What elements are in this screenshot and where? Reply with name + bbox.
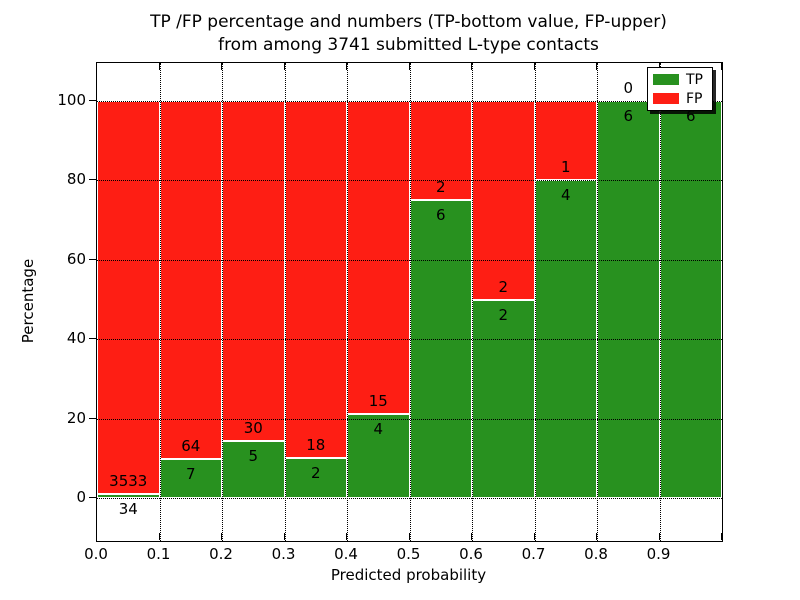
label-tp-count-7: 4 [560,186,571,205]
label-fp-count-1: 64 [181,436,201,455]
x-axis-label: Predicted probability [330,566,487,584]
x-tick-mark-top-3 [283,63,285,70]
x-tick-label-0.4: 0.4 [334,545,358,563]
bar-tp-4 [347,414,410,498]
label-tp-count-1: 7 [185,464,196,483]
v-gridline-0.4 [347,63,348,541]
y-tick-mark-100 [89,100,96,101]
x-tick-mark-top-4 [346,63,347,70]
label-fp-count-3: 18 [306,436,326,455]
bar-tp-9 [659,101,722,498]
x-tick-mark-bottom-1 [158,533,160,540]
x-tick-label-0.2: 0.2 [209,545,233,563]
y-tick-label-100: 100 [57,91,86,109]
x-tick-mark-bottom-6 [471,533,472,540]
bar-fp-1 [159,101,222,459]
y-tick-label-20: 20 [66,408,86,427]
legend-label-fp: FP [686,90,703,107]
x-tick-mark-top-2 [221,63,222,70]
legend-swatch-tp-icon [653,74,679,85]
label-fp-count-6: 2 [498,277,509,296]
y-tick-label-80: 80 [66,170,86,189]
bar-tp-0 [97,494,160,498]
chart-title: TP /FP percentage and numbers (TP-bottom… [96,11,721,57]
x-tick-mark-top-8 [596,63,597,70]
x-tick-label-0.1: 0.1 [146,545,171,563]
x-tick-mark-bottom-8 [596,533,597,540]
y-tick-label-40: 40 [66,329,86,348]
x-tick-label-0.5: 0.5 [396,545,421,563]
bar-tp-2 [222,441,285,498]
v-gridline-0.6 [472,63,473,541]
grid-layer [97,63,722,541]
x-tick-mark-bottom-0 [96,533,97,540]
x-tick-label-0.8: 0.8 [584,545,608,563]
x-tick-mark-bottom-10 [721,533,722,540]
label-tp-count-5: 6 [435,206,446,225]
v-gridline-0.8 [597,63,598,541]
label-tp-count-2: 5 [248,447,259,466]
y-tick-mark-0 [89,497,96,498]
bar-fp-0 [97,101,160,495]
x-tick-mark-bottom-2 [221,533,222,540]
x-tick-label-0.0: 0.0 [84,545,108,563]
label-tp-count-3: 2 [310,464,321,483]
label-fp-count-7: 1 [560,158,571,177]
x-tick-mark-top-0 [96,63,97,70]
label-fp-count-2: 30 [243,419,263,438]
v-gridline-0.2 [222,63,223,541]
bar-fp-4 [347,101,410,415]
x-tick-mark-top-1 [158,63,160,70]
legend-item-tp: TP [653,72,707,88]
legend: TP FP [647,67,713,111]
y-tick-mark-80 [89,179,96,181]
v-gridline-0.5 [409,63,411,541]
legend-swatch-fp-icon [653,93,679,104]
label-tp-count-4: 4 [373,420,384,439]
x-tick-mark-bottom-7 [533,533,535,540]
bars-layer [97,63,722,541]
label-tp-count-6: 2 [498,305,509,324]
y-axis-label: Percentage [19,258,37,344]
legend-item-fp: FP [653,91,707,107]
v-gridline-0.1 [159,63,161,541]
x-tick-mark-top-7 [533,63,535,70]
x-tick-mark-top-10 [721,63,722,70]
v-gridline-0.9 [659,63,661,541]
x-tick-label-0.6: 0.6 [459,545,483,563]
chart-title-line2: from among 3741 submitted L-type contact… [218,35,599,55]
chart-title-line1: TP /FP percentage and numbers (TP-bottom… [150,12,667,32]
plot-area: 3533346473051821542622140606 TP FP [96,62,723,542]
v-gridline-0.3 [284,63,286,541]
y-tick-mark-40 [89,338,96,340]
y-tick-label-60: 60 [66,249,86,268]
x-tick-mark-top-6 [471,63,472,70]
x-tick-mark-bottom-5 [408,533,410,540]
bar-fp-3 [284,101,347,459]
bar-fp-7 [534,101,597,181]
x-tick-mark-top-5 [408,63,410,70]
label-tp-count-0: 34 [118,500,138,519]
bar-tp-3 [284,458,347,498]
x-tick-mark-top-9 [658,63,660,70]
x-tick-label-0.7: 0.7 [521,545,546,563]
legend-label-tp: TP [686,71,703,88]
v-gridline-0.7 [534,63,536,541]
y-tick-label-0: 0 [76,488,86,506]
y-tick-mark-60 [89,258,96,260]
bar-fp-5 [409,101,472,201]
x-tick-mark-bottom-3 [283,533,285,540]
label-fp-count-0: 3533 [109,472,148,491]
y-tick-mark-20 [89,417,96,419]
label-fp-count-4: 15 [368,392,388,411]
bar-fp-6 [472,101,535,300]
x-tick-mark-bottom-9 [658,533,660,540]
bar-tp-8 [597,101,660,498]
x-tick-mark-bottom-4 [346,533,347,540]
x-tick-label-0.9: 0.9 [646,545,671,563]
x-tick-label-0.3: 0.3 [271,545,296,563]
